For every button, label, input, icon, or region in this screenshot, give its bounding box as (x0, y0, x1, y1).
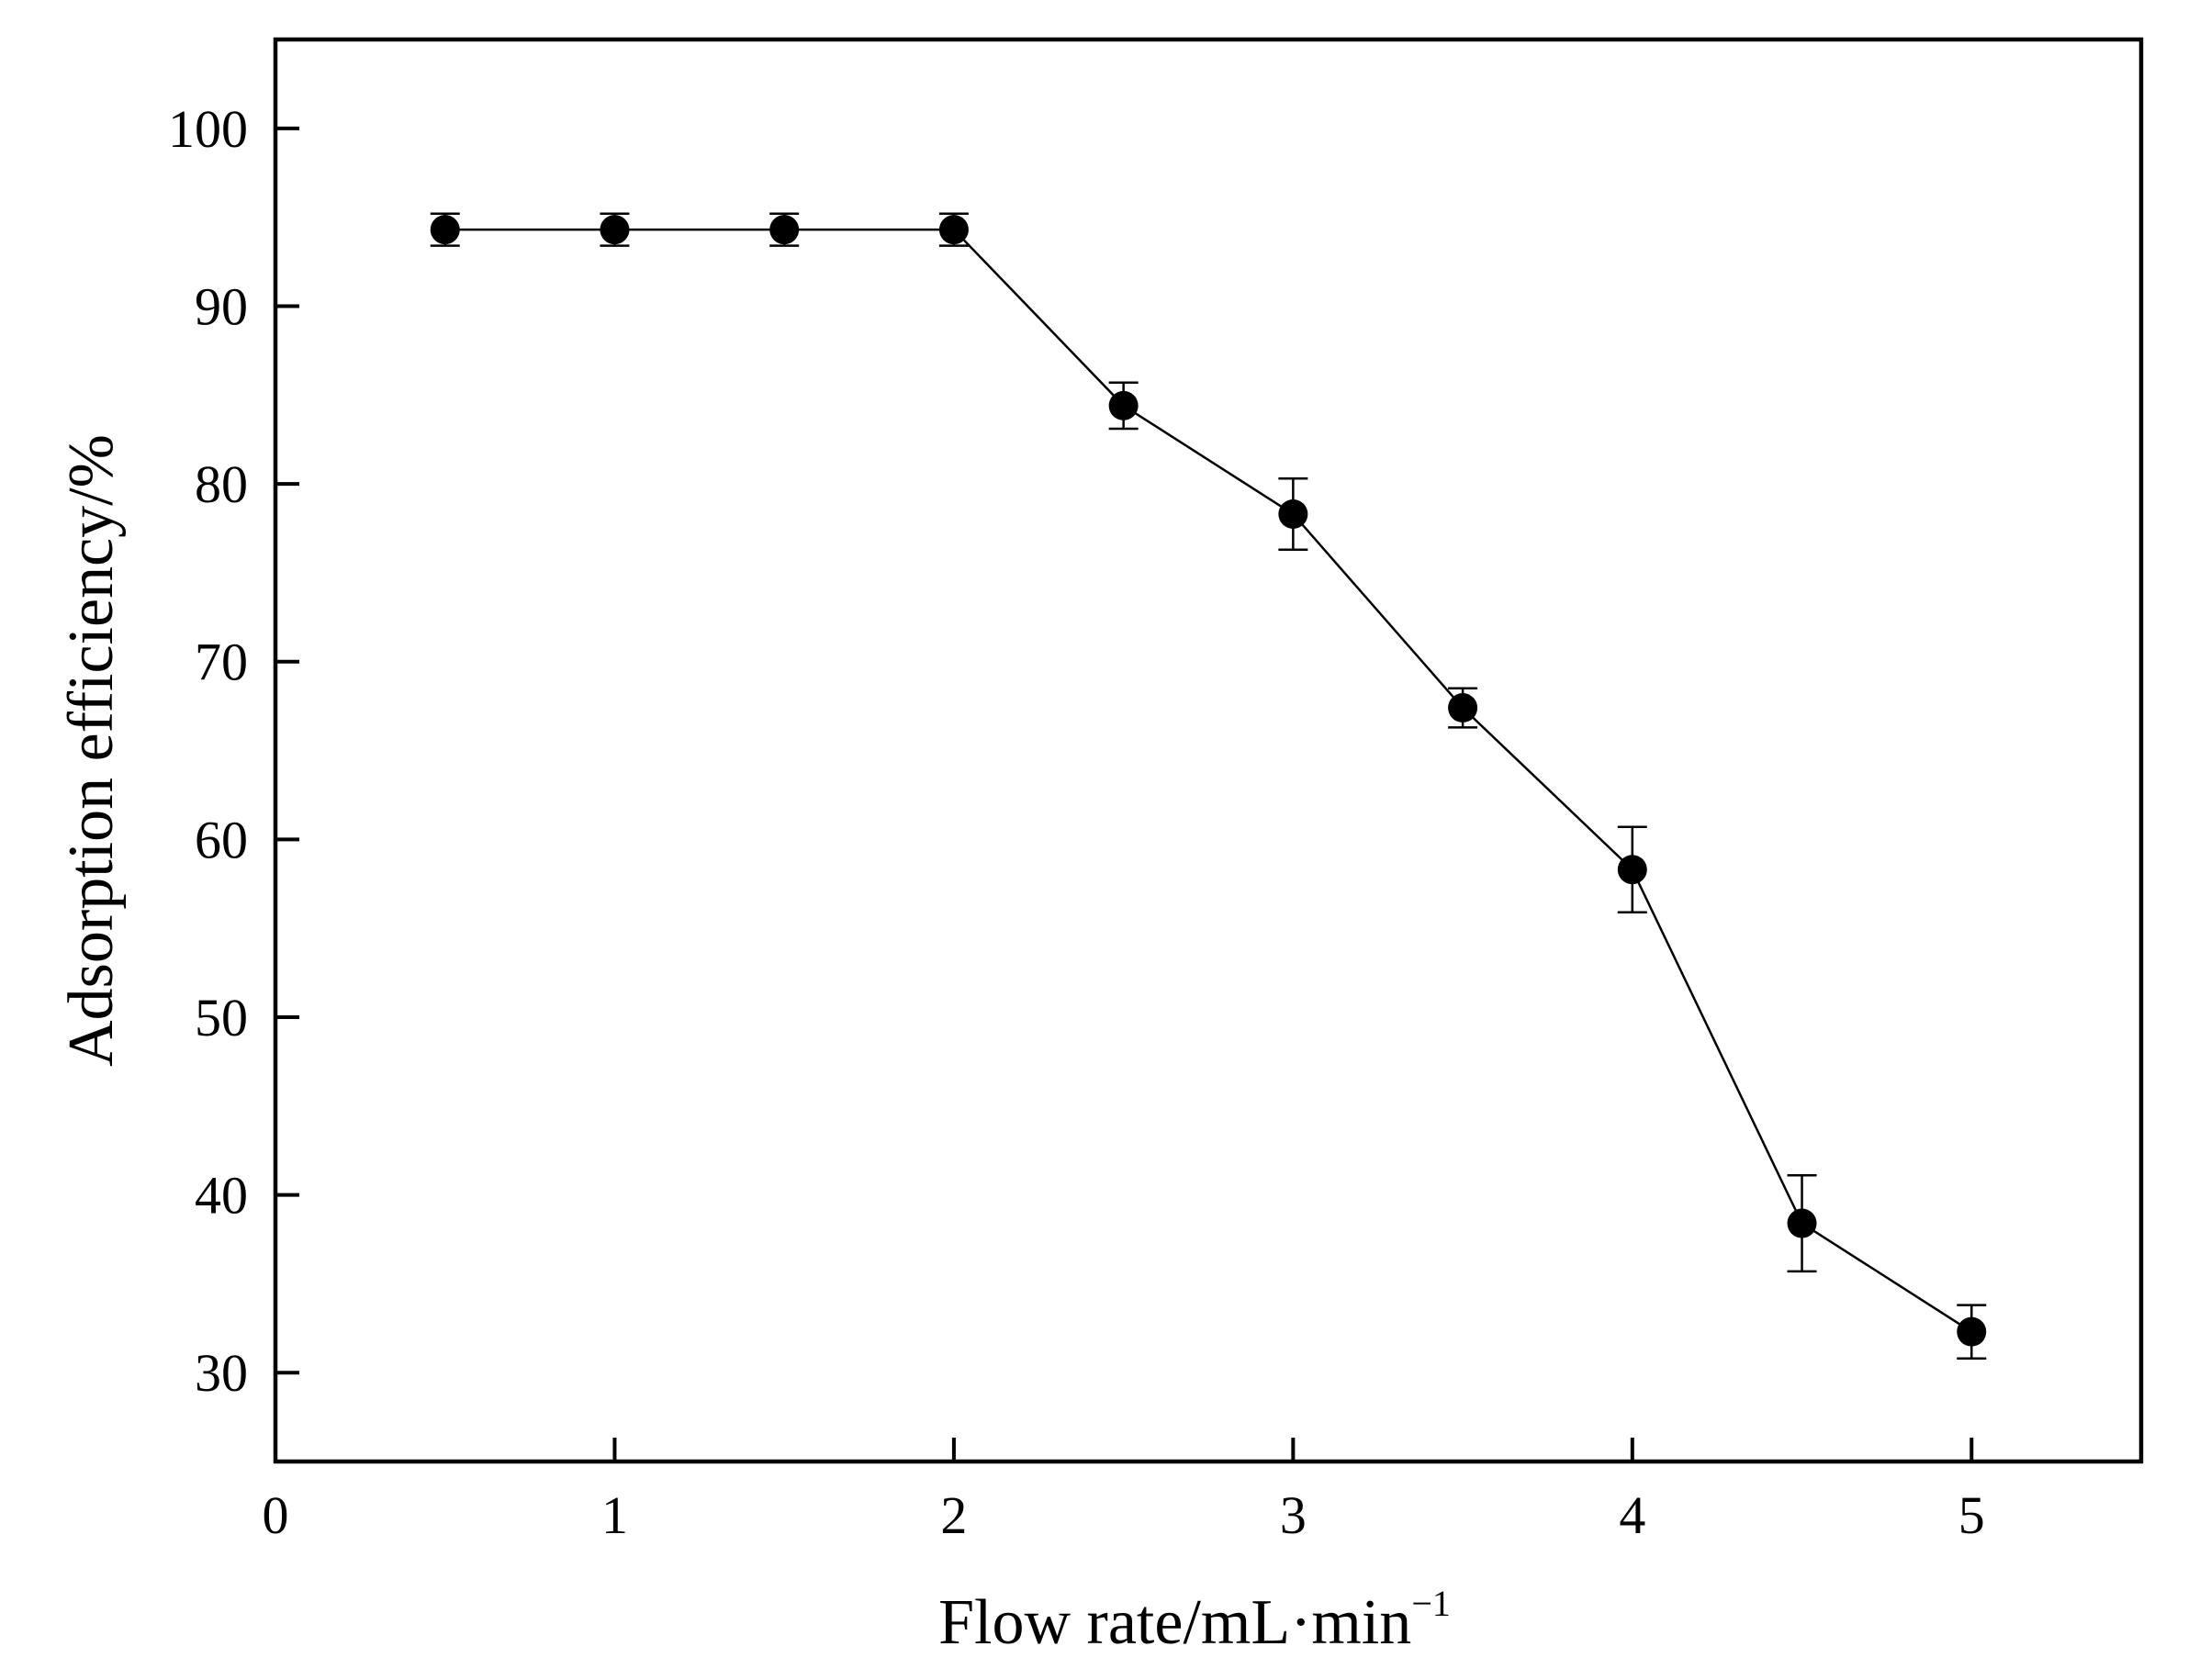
axis-ticks (275, 126, 1974, 1462)
y-tick-label: 90 (195, 276, 248, 336)
data-point (430, 215, 460, 245)
x-axis-title-text: Flow rate/mL·min (938, 1587, 1411, 1658)
y-tick-label: 30 (195, 1343, 248, 1403)
series-group (430, 212, 1987, 1360)
plot-frame (273, 37, 2144, 1464)
data-point (1787, 1208, 1817, 1238)
y-tick-label: 40 (195, 1166, 248, 1226)
data-point (600, 215, 630, 245)
x-axis-title-superscript: −1 (1411, 1583, 1451, 1624)
x-tick-label: 3 (1280, 1485, 1307, 1545)
y-tick-label: 60 (195, 810, 248, 869)
y-tick-label: 70 (195, 633, 248, 692)
y-tick-label: 100 (168, 99, 248, 159)
data-point (1617, 855, 1647, 885)
x-tick-label: 0 (263, 1485, 289, 1545)
x-tick-label: 1 (601, 1485, 628, 1545)
x-tick-label: 2 (940, 1485, 967, 1545)
x-axis-title: Flow rate/mL·min−1 (938, 1583, 1451, 1658)
y-tick-label: 80 (195, 454, 248, 514)
y-tick-label: 50 (195, 988, 248, 1047)
data-point (1448, 693, 1478, 723)
data-point (1957, 1316, 1987, 1347)
x-tick-label: 4 (1619, 1485, 1645, 1545)
y-axis-title: Adsorption efficiency/% (56, 434, 127, 1067)
data-point (769, 215, 800, 245)
data-point (1108, 390, 1139, 420)
tick-labels: 0 1 2 3 4 5 30 40 50 60 70 80 90 100 (168, 99, 1985, 1545)
x-tick-label: 5 (1958, 1485, 1985, 1545)
series-line (444, 228, 1972, 1333)
data-point (938, 215, 969, 245)
data-point (1278, 498, 1308, 529)
